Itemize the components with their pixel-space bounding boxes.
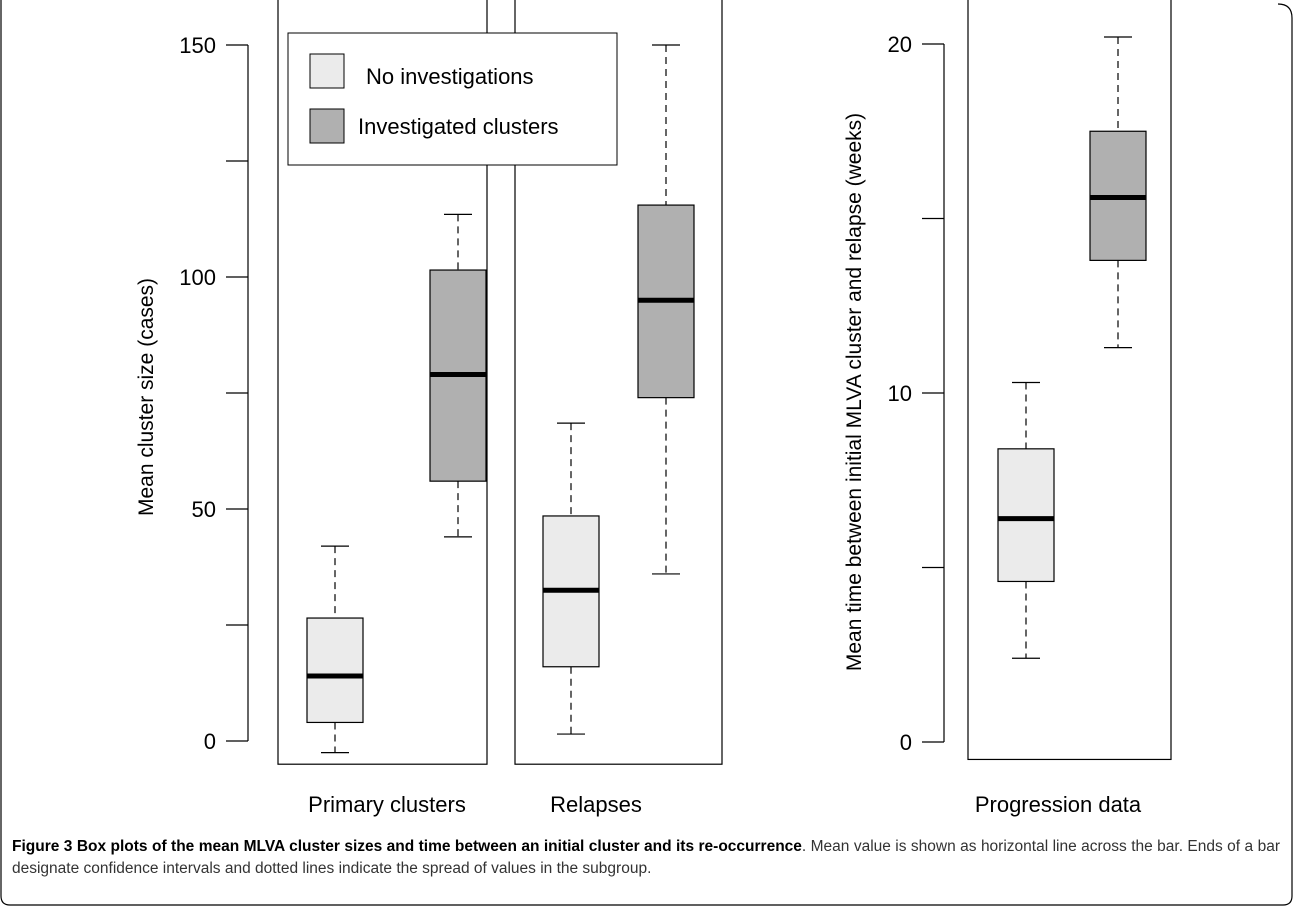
legend: No investigations Investigated clusters <box>287 32 618 166</box>
panel-frame-0-1 <box>514 0 723 765</box>
caption-text: . Mean value is shown as horizontal line… <box>12 838 1280 877</box>
legend-swatch-no-investigations <box>309 53 345 89</box>
y-tick-label-0-2: 50 <box>192 497 216 522</box>
box-plot-figure: 0 50 100 150 0 10 20 No investigations Investi… <box>135 0 1172 817</box>
y-tick-label-1-4: 20 <box>888 32 912 57</box>
legend-label-no-investigations: No investigations <box>366 64 534 89</box>
caption-title: Box plots of the mean MLVA cluster sizes… <box>76 838 802 855</box>
box-0-0-1 <box>429 213 487 538</box>
axes-layer: 0 50 100 150 0 10 20 <box>179 0 1172 765</box>
axis-group-1: 0 10 20 <box>888 0 1172 761</box>
box-0-0-0 <box>306 545 364 754</box>
box-body <box>306 617 364 724</box>
y-tick-label-1-2: 10 <box>888 381 912 406</box>
xlabel-relapses: Relapses <box>550 792 642 817</box>
box-0-1-0 <box>542 422 600 735</box>
legend-frame <box>287 32 618 166</box>
axis-group-0: 0 50 100 150 <box>179 0 723 765</box>
legend-label-investigated-clusters: Investigated clusters <box>358 114 559 139</box>
box-1-0-0 <box>997 381 1055 659</box>
xlabel-primary-clusters: Primary clusters <box>308 792 466 817</box>
y-tick-label-0-0: 0 <box>204 729 216 754</box>
panel-frame-0-0 <box>277 0 488 765</box>
ylabel-time-between: Mean time between initial MLVA cluster a… <box>843 113 866 671</box>
ylabel-cluster-size: Mean cluster size (cases) <box>135 278 158 516</box>
panel-frame-1-0 <box>967 0 1172 761</box>
y-tick-label-1-0: 0 <box>900 730 912 755</box>
figure-caption: Figure 3 Box plots of the mean MLVA clus… <box>12 836 1280 880</box>
caption-label: Figure 3 <box>12 838 73 855</box>
box-1-0-1 <box>1089 36 1147 349</box>
y-tick-label-0-4: 100 <box>179 265 216 290</box>
legend-swatch-investigated-clusters <box>309 108 345 144</box>
box-body <box>997 448 1055 583</box>
xlabel-progression-data: Progression data <box>975 792 1142 817</box>
y-tick-label-0-6: 150 <box>179 33 216 58</box>
box-marks-layer <box>306 36 1147 754</box>
box-0-1-1 <box>637 44 695 575</box>
